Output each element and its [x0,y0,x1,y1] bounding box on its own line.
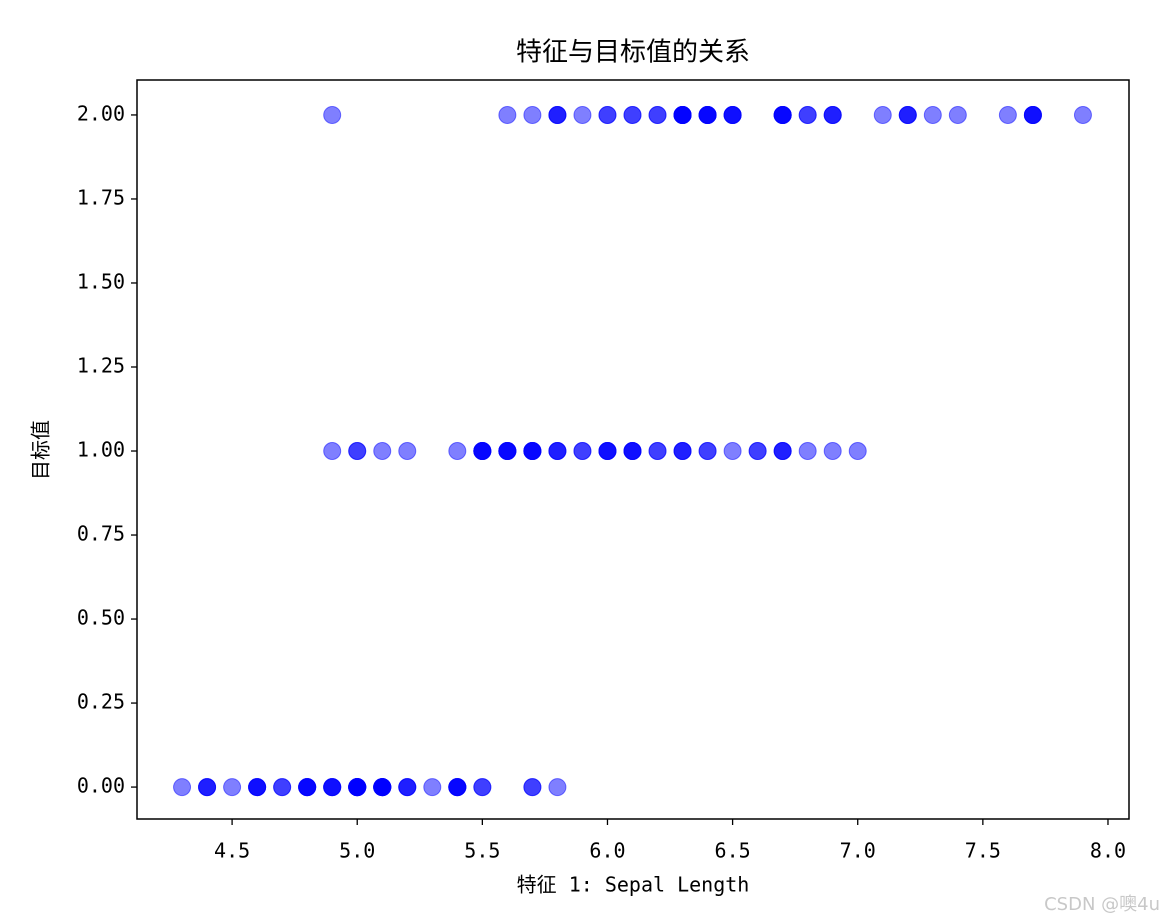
point [623,105,642,124]
y-tick-label: 1.25 [77,353,125,377]
point [323,105,342,124]
point [323,778,342,797]
point [998,105,1017,124]
point [898,105,917,124]
point [548,442,567,461]
point [673,105,692,124]
x-tick-label: 7.5 [965,839,1001,863]
plot-frame [136,79,1130,820]
point [448,442,467,461]
y-tick-label: 1.00 [77,438,125,462]
x-tick-label: 6.0 [589,839,625,863]
point [848,442,867,461]
point [648,105,667,124]
point [673,442,692,461]
point [823,442,842,461]
point [423,778,442,797]
point [298,778,317,797]
point [448,778,467,797]
x-tick-label: 5.5 [464,839,500,863]
point [373,442,392,461]
point [548,778,567,797]
point [798,105,817,124]
point [623,442,642,461]
point [223,778,242,797]
point [748,442,767,461]
point [473,442,492,461]
point [948,105,967,124]
x-tick-label: 6.5 [715,839,751,863]
point [1023,105,1042,124]
point [523,442,542,461]
point [373,778,392,797]
point [398,442,417,461]
point [523,105,542,124]
x-tick-label: 4.5 [214,839,250,863]
point [473,778,492,797]
point [698,442,717,461]
point [598,442,617,461]
watermark: CSDN @噢4u [1044,894,1160,915]
point [723,105,742,124]
point [273,778,292,797]
point [573,105,592,124]
point [548,105,567,124]
point [1073,105,1092,124]
chart-title: 特征与目标值的关系 [516,38,750,68]
point [348,442,367,461]
point [348,778,367,797]
x-tick-label: 8.0 [1090,839,1126,863]
y-tick-label: 0.75 [77,522,125,546]
point [798,442,817,461]
point [723,442,742,461]
point [173,778,192,797]
point [248,778,267,797]
point [523,778,542,797]
point [773,105,792,124]
point [323,442,342,461]
x-tick-label: 7.0 [840,839,876,863]
point [198,778,217,797]
point [498,442,517,461]
x-tick-label: 5.0 [339,839,375,863]
point [698,105,717,124]
y-tick-label: 0.00 [77,774,125,798]
y-tick-label: 0.50 [77,606,125,630]
point [398,778,417,797]
point [773,442,792,461]
point [923,105,942,124]
y-tick-label: 0.25 [77,690,125,714]
point [498,105,517,124]
y-axis-label: 目标值 [29,420,53,480]
point [573,442,592,461]
y-tick-label: 2.00 [77,101,125,125]
x-axis-label: 特征 1: Sepal Length [517,873,750,897]
point [648,442,667,461]
point [873,105,892,124]
y-tick-label: 1.50 [77,269,125,293]
point [823,105,842,124]
point [598,105,617,124]
y-tick-label: 1.75 [77,185,125,209]
